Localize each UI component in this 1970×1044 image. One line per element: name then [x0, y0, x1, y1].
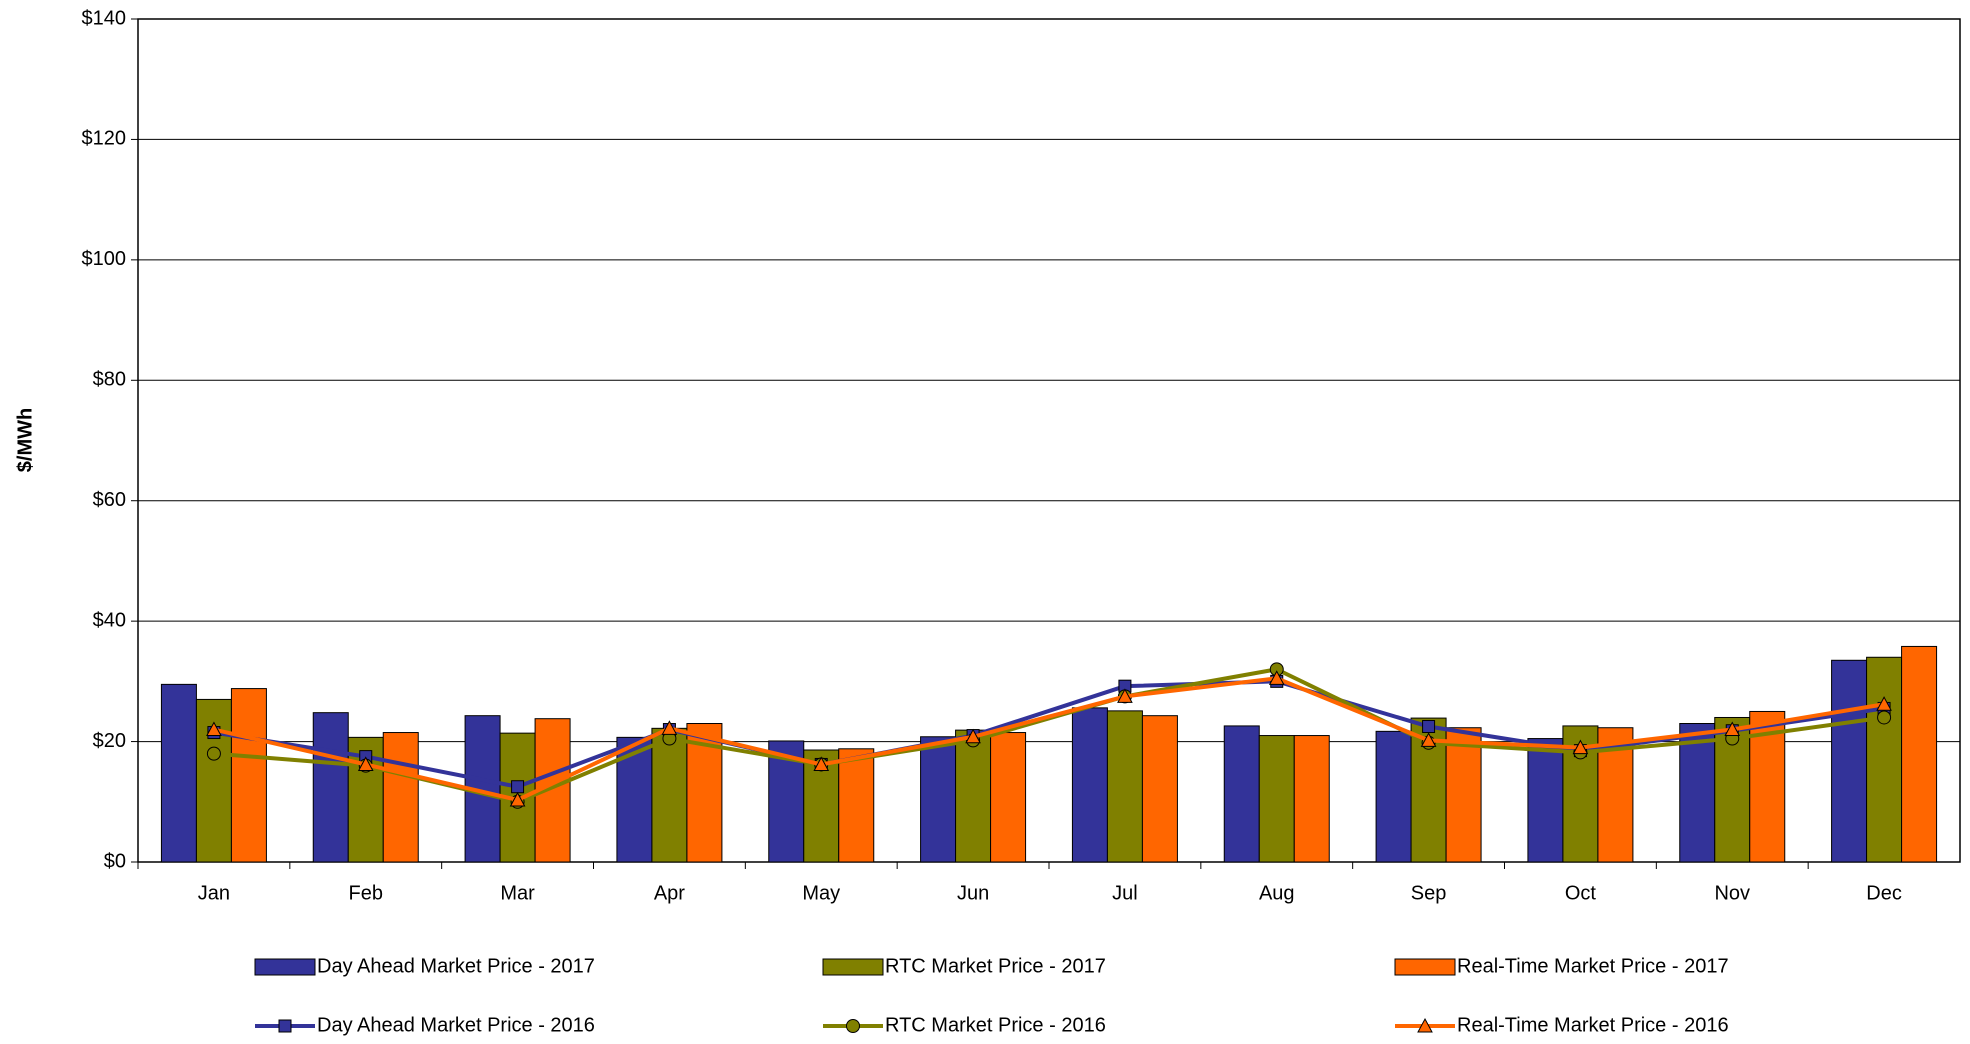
- bar: [1679, 723, 1716, 863]
- y-tick-label: $120: [82, 128, 127, 150]
- legend-marker: [278, 1019, 292, 1033]
- point-marker: [1117, 688, 1133, 703]
- legend-label: RTC Market Price - 2016: [885, 1014, 1106, 1036]
- bar: [1527, 738, 1564, 863]
- bar: [1258, 735, 1295, 863]
- bar: [1866, 656, 1903, 863]
- point-marker: [1420, 732, 1437, 747]
- bar: [920, 736, 957, 863]
- bar: [1071, 707, 1108, 863]
- legend-swatch: [254, 958, 316, 976]
- legend-label: Day Ahead Market Price - 2016: [317, 1014, 595, 1036]
- point-marker: [509, 791, 526, 807]
- bar: [1375, 730, 1412, 863]
- y-tick-label: $60: [93, 489, 126, 511]
- x-tick-label: Apr: [654, 882, 685, 904]
- bar: [1831, 659, 1868, 863]
- legend-swatch: [1394, 958, 1456, 976]
- x-tick-label: May: [802, 882, 840, 904]
- bar: [1141, 715, 1178, 863]
- line: [213, 679, 1885, 789]
- y-tick-label: $20: [93, 730, 126, 752]
- y-tick-label: $40: [93, 609, 126, 631]
- x-tick-label: Feb: [349, 882, 383, 904]
- bar: [1445, 727, 1482, 863]
- point-marker: [1724, 721, 1741, 737]
- bar: [990, 732, 1027, 863]
- y-tick-label: $0: [104, 850, 126, 872]
- y-tick-label: $140: [82, 7, 127, 29]
- y-tick-label: $100: [82, 248, 127, 270]
- x-tick-label: Dec: [1866, 882, 1902, 904]
- point-marker: [1877, 710, 1892, 725]
- x-tick-label: Oct: [1565, 882, 1597, 904]
- point-marker: [511, 780, 525, 794]
- point-marker: [206, 746, 221, 761]
- legend-marker: [846, 1019, 860, 1033]
- bar: [838, 748, 875, 863]
- point-marker: [1268, 670, 1285, 685]
- legend-label: Day Ahead Market Price - 2017: [317, 955, 595, 977]
- line: [213, 676, 1885, 803]
- bar: [1901, 645, 1938, 863]
- point-marker: [357, 756, 374, 771]
- x-tick-label: Aug: [1259, 882, 1295, 904]
- bar: [382, 732, 419, 863]
- legend-swatch: [822, 958, 884, 976]
- point-marker: [813, 756, 830, 771]
- bar: [312, 712, 349, 863]
- bar: [1293, 735, 1330, 863]
- bar: [1223, 725, 1260, 863]
- x-tick-label: Jun: [957, 882, 989, 904]
- bar: [230, 688, 267, 863]
- x-tick-label: Mar: [500, 882, 535, 904]
- point-marker: [661, 720, 678, 735]
- y-axis-label: $/MWh: [14, 408, 36, 472]
- bar: [160, 683, 197, 863]
- bar: [1106, 710, 1143, 863]
- x-tick-label: Jan: [198, 882, 230, 904]
- point-marker: [965, 728, 981, 744]
- y-tick-label: $80: [93, 369, 126, 391]
- bar: [955, 729, 992, 863]
- x-tick-label: Sep: [1411, 882, 1447, 904]
- point-marker: [1572, 739, 1589, 755]
- point-marker: [206, 721, 222, 737]
- bar: [651, 727, 688, 863]
- point-marker: [1422, 720, 1436, 734]
- legend-label: Real-Time Market Price - 2016: [1457, 1014, 1729, 1036]
- legend-label: Real-Time Market Price - 2017: [1457, 955, 1729, 977]
- bar: [616, 736, 653, 863]
- x-tick-label: Nov: [1714, 882, 1750, 904]
- line: [213, 667, 1885, 804]
- point-marker: [1876, 696, 1892, 711]
- legend-marker: [1417, 1017, 1433, 1033]
- x-tick-label: Jul: [1112, 882, 1138, 904]
- legend-label: RTC Market Price - 2017: [885, 955, 1106, 977]
